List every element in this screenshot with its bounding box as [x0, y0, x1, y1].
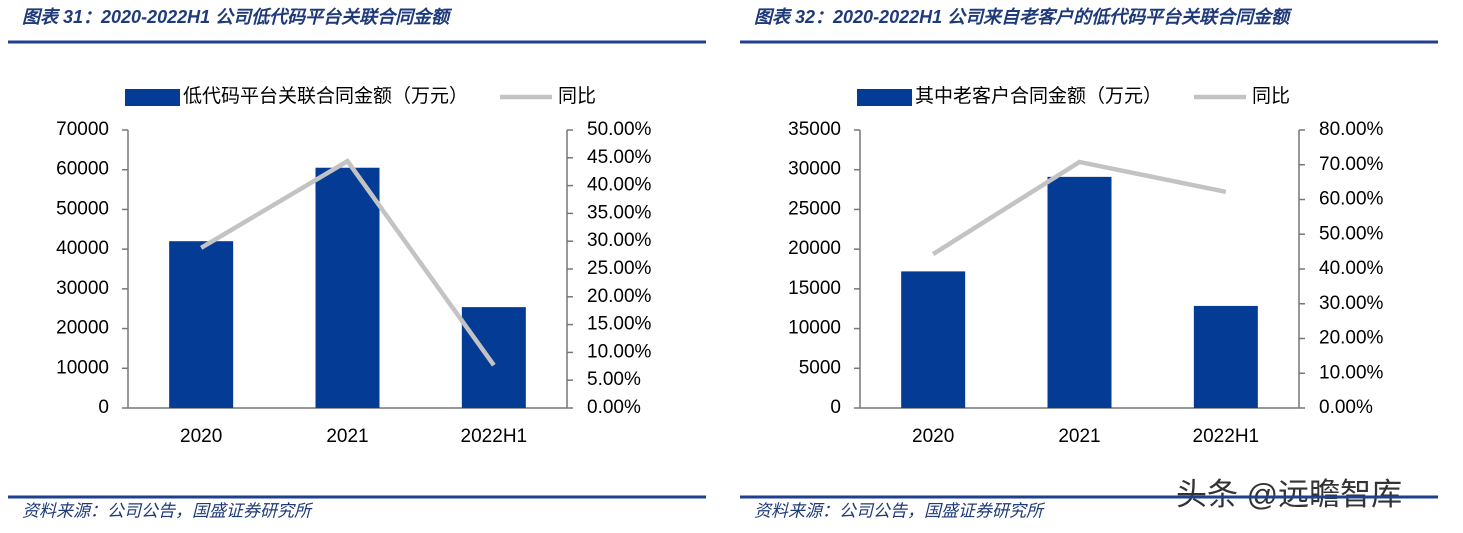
- bar: [1047, 176, 1112, 408]
- bar: [901, 271, 966, 408]
- y2-tick-label: 40.00%: [1319, 258, 1384, 279]
- x-tick-label: 2022H1: [461, 426, 528, 447]
- y-tick-label: 25000: [788, 198, 841, 219]
- y-tick-label: 35000: [788, 119, 841, 140]
- y2-tick-label: 30.00%: [1319, 293, 1384, 314]
- y2-tick-label: 45.00%: [587, 147, 652, 168]
- x-tick-label: 2021: [326, 426, 368, 447]
- legend-swatch: [125, 89, 180, 106]
- y-tick-label: 70000: [56, 119, 109, 140]
- y2-tick-label: 70.00%: [1319, 154, 1384, 175]
- x-tick-label: 2020: [180, 426, 222, 447]
- x-tick-label: 2022H1: [1193, 426, 1260, 447]
- y2-tick-label: 20.00%: [587, 286, 652, 307]
- y2-tick-label: 5.00%: [587, 369, 641, 390]
- y2-tick-label: 35.00%: [587, 202, 652, 223]
- line: [200, 158, 496, 367]
- y-tick-label: 5000: [799, 357, 841, 378]
- y2-tick-label: 40.00%: [587, 175, 652, 196]
- y-tick-label: 20000: [56, 318, 109, 339]
- y2-tick-label: 15.00%: [587, 314, 652, 335]
- legend-label: 同比: [1252, 85, 1290, 107]
- y2-tick-label: 50.00%: [587, 119, 652, 140]
- y2-tick-label: 25.00%: [587, 258, 652, 279]
- legend-label: 低代码平台关联合同金额（万元）: [183, 85, 468, 107]
- y-tick-label: 0: [98, 397, 109, 418]
- bar: [169, 241, 234, 408]
- y2-tick-label: 50.00%: [1319, 223, 1384, 244]
- source: 资料来源：公司公告，国盛证券研究所: [754, 501, 1046, 520]
- y-tick-label: 0: [830, 397, 841, 418]
- y2-tick-label: 0.00%: [587, 397, 641, 418]
- bar: [1193, 305, 1258, 408]
- y2-tick-label: 60.00%: [1319, 189, 1384, 210]
- chart-title: 图表 32：2020-2022H1 公司来自老客户的低代码平台关联合同金额: [754, 7, 1293, 27]
- y-tick-label: 30000: [788, 159, 841, 180]
- y-tick-label: 50000: [56, 198, 109, 219]
- y2-tick-label: 0.00%: [1319, 397, 1373, 418]
- y2-tick-label: 80.00%: [1319, 119, 1384, 140]
- y-tick-label: 20000: [788, 238, 841, 259]
- legend-label: 同比: [558, 85, 596, 107]
- y2-tick-label: 20.00%: [1319, 328, 1384, 349]
- y-tick-label: 60000: [56, 159, 109, 180]
- y-tick-label: 10000: [788, 318, 841, 339]
- y2-tick-label: 30.00%: [587, 230, 652, 251]
- legend-label: 其中老客户合同金额（万元）: [915, 85, 1162, 107]
- chart-title: 图表 31：2020-2022H1 公司低代码平台关联合同金额: [22, 7, 453, 27]
- x-tick-label: 2021: [1058, 426, 1100, 447]
- y-tick-label: 30000: [56, 278, 109, 299]
- source: 资料来源：公司公告，国盛证券研究所: [22, 501, 314, 520]
- y2-tick-label: 10.00%: [587, 341, 652, 362]
- x-tick-label: 2020: [912, 426, 954, 447]
- y2-tick-label: 10.00%: [1319, 362, 1384, 383]
- y-tick-label: 40000: [56, 238, 109, 259]
- bar: [461, 307, 526, 408]
- legend-swatch: [857, 89, 912, 106]
- bar: [315, 167, 380, 408]
- watermark: 头条 @远瞻智库: [1176, 477, 1402, 512]
- y-tick-label: 15000: [788, 278, 841, 299]
- y-tick-label: 10000: [56, 357, 109, 378]
- line: [931, 159, 1227, 256]
